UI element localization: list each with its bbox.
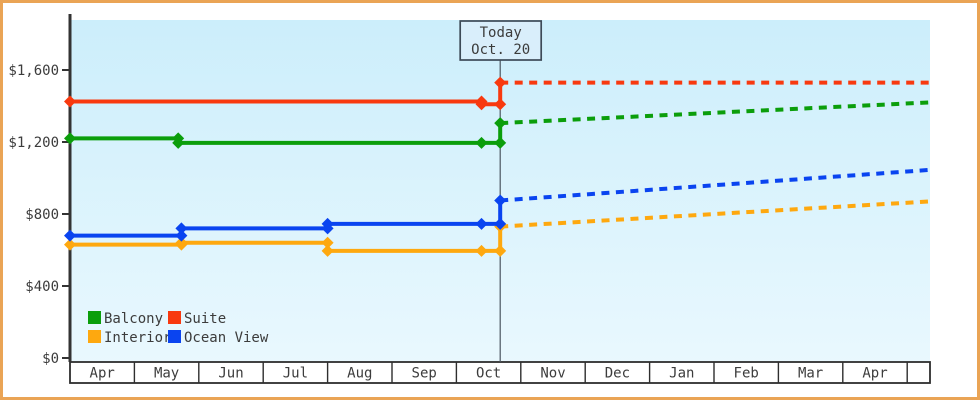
series-interior-marker: [321, 244, 334, 257]
legend-swatch-suite: [168, 311, 181, 324]
month-label: Jun: [218, 366, 243, 382]
today-label-line1: Today: [480, 25, 522, 41]
series-suite-marker: [494, 98, 507, 111]
month-label: Jan: [669, 366, 694, 382]
legend-label-interior: Interior: [104, 330, 171, 346]
series-ocean-view-marker: [175, 222, 188, 235]
y-axis-label: $400: [25, 279, 59, 295]
series-balcony-marker: [494, 136, 507, 149]
series-ocean-view-history-line: [70, 221, 501, 238]
series-balcony-marker: [64, 132, 76, 145]
month-label: Nov: [540, 366, 565, 382]
legend-label-balcony: Balcony: [104, 311, 163, 327]
series-balcony-marker: [475, 136, 488, 149]
series-suite-marker: [64, 95, 76, 108]
series-ocean-view-marker: [321, 217, 334, 230]
series-ocean-view-marker: [175, 229, 188, 242]
month-label: Dec: [605, 366, 630, 382]
series-interior-marker: [175, 236, 188, 249]
today-label-line2: Oct. 20: [471, 42, 530, 58]
y-axis-label: $0: [42, 351, 59, 367]
series-interior-marker: [475, 244, 488, 257]
legend-swatch-ocean-view: [168, 330, 181, 343]
y-axis-label: $800: [25, 207, 59, 223]
month-label: Feb: [734, 366, 759, 382]
legend-swatch-interior: [88, 330, 101, 343]
legend-label-suite: Suite: [184, 311, 226, 327]
series-balcony-marker: [494, 117, 507, 130]
series-balcony-marker: [172, 136, 185, 149]
series-interior-marker: [321, 236, 334, 249]
month-label: Aug: [347, 366, 372, 382]
month-label: Jul: [283, 366, 308, 382]
series-interior-marker: [494, 244, 507, 257]
month-label: Oct: [476, 366, 501, 382]
series-ocean-view-marker: [494, 194, 507, 207]
y-axis-label: $1,600: [8, 63, 59, 79]
series-interior-marker: [64, 238, 76, 251]
y-axis-label: $1,200: [8, 135, 59, 151]
series-suite-marker: [494, 76, 507, 89]
month-label: Mar: [798, 366, 823, 382]
month-label: May: [154, 366, 179, 382]
legend-label-ocean-view: Ocean View: [184, 330, 269, 346]
series-interior-history-line: [70, 240, 501, 253]
series-ocean-view-marker: [64, 229, 76, 242]
month-label: Apr: [862, 366, 887, 382]
month-label: Apr: [90, 366, 115, 382]
today-label-box: [459, 20, 543, 61]
series-ocean-view-marker: [475, 217, 488, 230]
month-label: Sep: [412, 366, 437, 382]
legend-swatch-balcony: [88, 311, 101, 324]
series-suite-marker: [475, 98, 488, 111]
series-ocean-view-marker: [494, 217, 507, 230]
